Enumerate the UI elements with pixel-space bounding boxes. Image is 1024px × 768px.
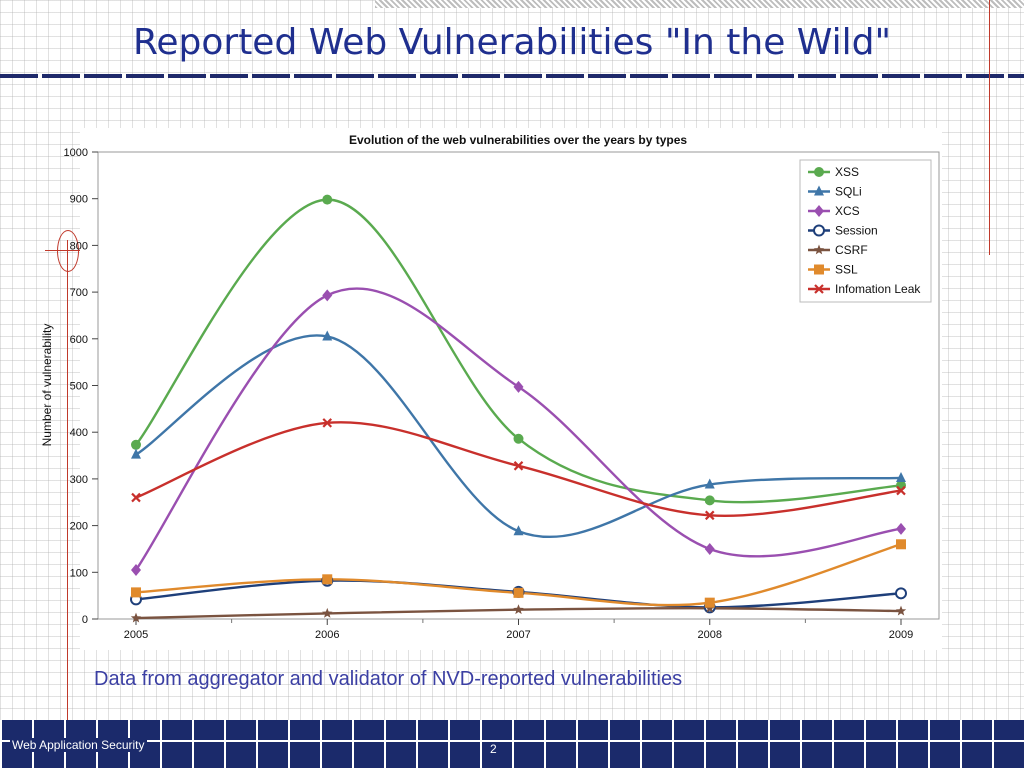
footer-bar: Web Application Security 2 <box>0 720 1024 768</box>
data-point-xss <box>131 439 141 450</box>
data-point-csrf <box>322 607 333 618</box>
y-tick-label: 200 <box>70 521 88 533</box>
legend-marker-sqli <box>814 185 824 196</box>
y-tick-label: 100 <box>70 567 88 579</box>
legend-label-xcs: XCS <box>835 204 860 218</box>
legend-marker-xcs <box>814 205 824 217</box>
y-tick-label: 1000 <box>64 147 88 159</box>
data-point-sqli <box>131 448 141 459</box>
decorative-vertical-line-left <box>67 240 68 768</box>
chart-caption: Data from aggregator and validator of NV… <box>94 668 683 690</box>
data-point-xss <box>322 194 333 205</box>
data-point-ssl <box>131 587 141 598</box>
data-point-xcs <box>322 289 333 302</box>
x-tick-label: 2008 <box>698 629 722 641</box>
data-point-ssl <box>322 574 333 585</box>
data-point-csrf <box>895 605 907 616</box>
x-tick-label: 2005 <box>124 629 148 641</box>
decorative-vertical-line-right <box>989 0 990 255</box>
data-point-csrf <box>704 602 715 613</box>
data-point-infomation-leak <box>896 485 906 496</box>
data-point-infomation-leak <box>131 492 141 503</box>
legend-label-infomation-leak: Infomation Leak <box>835 282 921 296</box>
data-point-ssl <box>896 539 906 550</box>
footer-title: Web Application Security <box>10 738 147 752</box>
legend-marker-infomation-leak <box>814 284 824 294</box>
legend-label-session: Session <box>835 224 878 238</box>
y-tick-label: 500 <box>70 381 88 393</box>
legend-marker-session <box>813 224 825 237</box>
data-point-ssl <box>704 597 715 608</box>
data-point-sqli <box>896 471 906 482</box>
legend-marker-ssl <box>814 264 824 275</box>
x-tick-label: 2009 <box>889 629 913 641</box>
data-point-infomation-leak <box>513 461 524 471</box>
data-point-sqli <box>513 525 524 536</box>
data-point-sqli <box>704 478 715 489</box>
y-tick-label: 300 <box>70 474 88 486</box>
annotation-oval <box>57 230 79 272</box>
series-line-xcs <box>135 287 902 571</box>
y-tick-label: 600 <box>70 334 88 346</box>
data-point-xcs <box>513 380 524 393</box>
data-point-xcs <box>704 542 715 555</box>
series-line-sqli <box>135 334 902 538</box>
y-tick-label: 700 <box>70 287 88 299</box>
data-point-xss <box>513 433 524 444</box>
data-point-session <box>895 587 907 600</box>
chart-background <box>80 128 942 650</box>
series-markers <box>130 194 907 623</box>
page-number: 2 <box>488 742 499 756</box>
legend: XSS SQLi XCS Session CSRF SSL Infomation Leak <box>799 159 932 303</box>
y-axis-label: Number of vulnerability <box>40 324 54 447</box>
data-point-infomation-leak <box>704 510 715 521</box>
legend-label-xss: XSS <box>835 165 859 179</box>
slide-title: Reported Web Vulnerabilities "In the Wil… <box>132 22 892 63</box>
x-tick-label: 2006 <box>315 629 339 641</box>
top-pattern-strip <box>375 0 1024 8</box>
axes: 0 100 200 300 400 500 600 700 800 900 1000 2005 2006… <box>64 147 914 641</box>
legend-label-csrf: CSRF <box>835 243 868 257</box>
x-tick-label: 2007 <box>506 629 530 641</box>
series-line-xss <box>135 198 902 504</box>
data-point-sqli <box>322 330 333 341</box>
data-point-infomation-leak <box>322 418 333 428</box>
data-point-ssl <box>513 587 524 598</box>
data-point-xcs <box>131 563 141 576</box>
legend-label-sqli: SQLi <box>835 185 862 199</box>
data-point-xcs <box>896 522 906 535</box>
y-tick-label: 400 <box>70 427 88 439</box>
data-point-xss <box>704 495 715 506</box>
data-point-csrf <box>130 612 142 623</box>
y-tick-label: 900 <box>70 194 88 206</box>
data-point-csrf <box>513 604 524 615</box>
title-underline <box>0 74 1024 78</box>
y-tick-label: 800 <box>70 240 88 252</box>
chart-title: Evolution of the web vulnerabilities ove… <box>349 133 687 147</box>
legend-marker-csrf <box>813 244 825 255</box>
legend-label-ssl: SSL <box>835 263 858 277</box>
legend-marker-xss <box>814 167 824 177</box>
y-tick-label: 0 <box>82 614 88 626</box>
